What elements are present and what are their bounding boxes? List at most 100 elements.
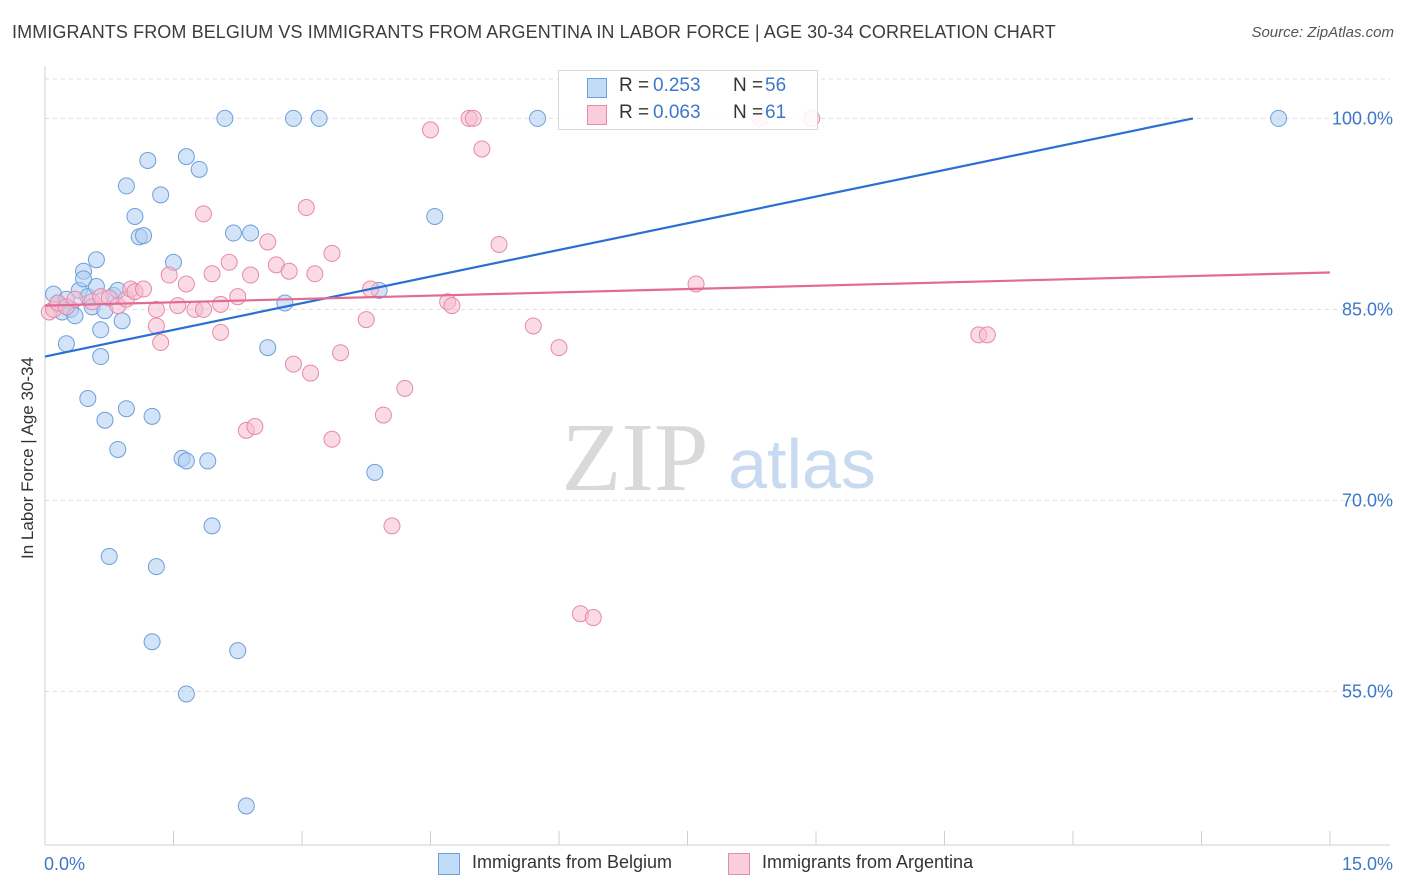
belgium-point xyxy=(237,797,255,815)
belgium-point xyxy=(79,390,97,408)
legend-r-value-belgium: 0.253 xyxy=(653,75,701,96)
belgium-point xyxy=(199,452,217,470)
source-label: Source: ZipAtlas.com xyxy=(1251,24,1394,41)
argentina-point xyxy=(194,300,212,318)
watermark-zip: ZIP xyxy=(562,404,709,512)
belgium-point xyxy=(117,177,135,195)
argentina-point xyxy=(194,205,212,223)
belgium-point xyxy=(147,558,165,576)
belgium-point xyxy=(229,642,247,660)
argentina-point xyxy=(280,262,298,280)
belgium-point xyxy=(366,463,384,481)
axes xyxy=(44,66,1390,846)
argentina-point xyxy=(169,297,187,315)
trend-lines xyxy=(44,117,1331,358)
argentina-point xyxy=(242,266,260,284)
argentina-point xyxy=(374,406,392,424)
argentina-point xyxy=(396,379,414,397)
belgium-point xyxy=(96,411,114,429)
argentina-point xyxy=(443,297,461,315)
legend-n-value-argentina: 61 xyxy=(765,102,787,123)
legend-r-label: R = xyxy=(619,102,650,123)
argentina-point xyxy=(297,199,315,217)
belgium-point xyxy=(310,109,328,127)
argentina-point xyxy=(302,364,320,382)
argentina-point xyxy=(177,275,195,293)
belgium-point xyxy=(216,109,234,127)
argentina-point xyxy=(383,517,401,535)
belgium-point xyxy=(190,160,208,178)
argentina-point xyxy=(135,280,153,298)
belgium-point xyxy=(87,251,105,269)
argentina-point xyxy=(422,121,439,139)
legend-r-label: R = xyxy=(619,75,650,96)
argentina-point xyxy=(584,609,602,627)
belgium-point xyxy=(177,685,195,703)
belgium-point xyxy=(242,224,260,242)
belgium-point xyxy=(259,339,277,357)
argentina-point xyxy=(147,300,165,318)
argentina-point xyxy=(473,140,491,158)
legend-n-label: N = xyxy=(733,75,764,96)
belgium-point xyxy=(126,207,144,225)
argentina-point xyxy=(212,323,230,341)
watermark-atlas: atlas xyxy=(728,425,876,503)
legend-r-value-argentina: 0.063 xyxy=(653,102,701,123)
argentina-point xyxy=(203,265,221,283)
y-tick-label: 55.0% xyxy=(1342,681,1393,701)
belgium-point xyxy=(177,148,195,166)
belgium-point xyxy=(1270,109,1288,127)
belgium-point xyxy=(75,270,93,288)
belgium-point xyxy=(109,440,127,458)
argentina-point xyxy=(160,266,178,284)
legend-swatch-argentina xyxy=(587,105,607,125)
argentina-point xyxy=(323,430,341,448)
belgium-point xyxy=(117,400,135,418)
belgium-point xyxy=(135,227,153,245)
argentina-point xyxy=(332,344,350,362)
belgium-point xyxy=(152,186,170,204)
grid-lines xyxy=(45,78,1390,692)
argentina-point xyxy=(490,235,508,253)
argentina-point xyxy=(306,265,324,283)
argentina-point xyxy=(550,339,568,357)
belgium-point xyxy=(143,633,161,651)
x-tick-label: 15.0% xyxy=(1342,854,1393,874)
argentina-point xyxy=(323,244,341,262)
y-tick-label: 70.0% xyxy=(1342,490,1393,510)
argentina-point xyxy=(246,418,264,436)
y-tick-label: 85.0% xyxy=(1342,299,1393,319)
argentina-trend-line xyxy=(44,271,1331,307)
argentina-point xyxy=(464,109,482,127)
y-tick-label: 100.0% xyxy=(1332,108,1393,128)
argentina-point xyxy=(524,317,542,335)
argentina-point xyxy=(357,311,375,329)
bottom-legend-swatch-belgium xyxy=(438,853,460,875)
belgium-point xyxy=(426,207,444,225)
x-tick-label: 0.0% xyxy=(44,854,85,874)
belgium-point xyxy=(139,151,157,169)
chart-title: IMMIGRANTS FROM BELGIUM VS IMMIGRANTS FR… xyxy=(12,22,1056,42)
belgium-point xyxy=(57,335,75,353)
stats-legend: R = 0.253 N = 56 R = 0.063 N = 61 xyxy=(558,70,818,130)
tick-labels: 55.0% 70.0% 85.0% 100.0% 0.0% 15.0% xyxy=(44,108,1393,874)
argentina-point xyxy=(212,295,230,313)
bottom-legend-swatch-argentina xyxy=(728,853,750,875)
bottom-legend-label-belgium: Immigrants from Belgium xyxy=(472,852,673,872)
legend-n-label: N = xyxy=(733,102,764,123)
watermark: ZIP atlas xyxy=(562,404,876,512)
belgium-point xyxy=(92,348,110,366)
argentina-point xyxy=(978,326,996,344)
belgium-trend-line xyxy=(44,117,1194,358)
belgium-point xyxy=(177,452,195,470)
belgium-point xyxy=(203,517,221,535)
legend-swatch-belgium xyxy=(587,78,607,98)
belgium-point xyxy=(92,321,110,339)
legend-n-value-belgium: 56 xyxy=(765,75,787,96)
belgium-point xyxy=(100,547,118,565)
y-axis-label: In Labor Force | Age 30-34 xyxy=(18,357,37,559)
belgium-point xyxy=(224,224,242,242)
belgium-point xyxy=(529,109,547,127)
bottom-legend-label-argentina: Immigrants from Argentina xyxy=(762,852,974,872)
